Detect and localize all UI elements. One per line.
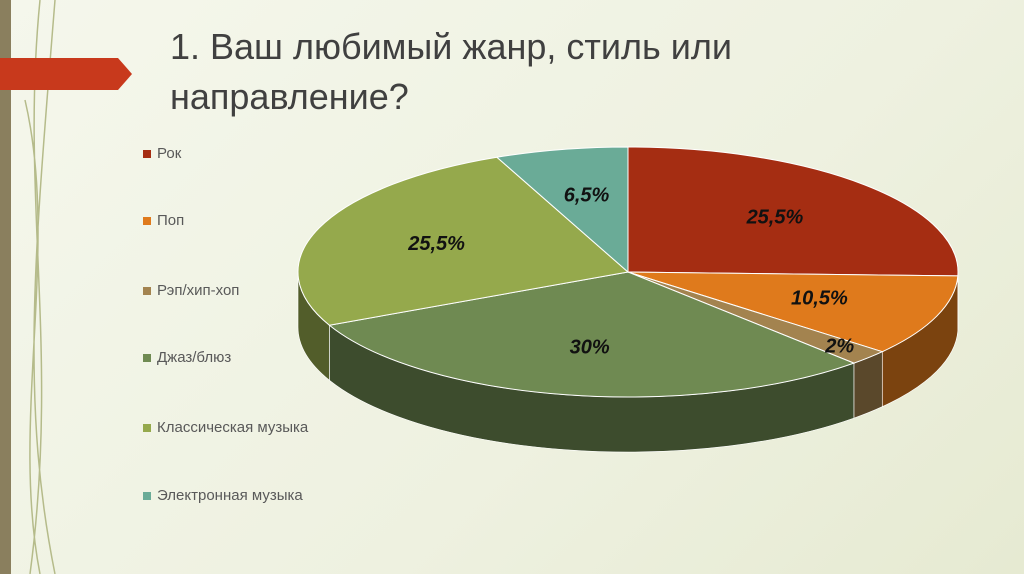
- side-stripe: [0, 0, 11, 574]
- legend-label: Поп: [157, 212, 185, 229]
- legend-item: Джаз/блюз: [140, 346, 310, 369]
- legend-swatch: [143, 217, 151, 225]
- legend-item: Классическая музыка: [140, 416, 310, 439]
- value-label: 25,5%: [746, 206, 804, 228]
- title-arrow: [0, 58, 132, 90]
- legend-swatch: [143, 492, 151, 500]
- legend-label: Рэп/хип-хоп: [157, 282, 240, 299]
- slice: [495, 146, 629, 274]
- legend-item: Рэп/хип-хоп: [140, 279, 310, 302]
- value-label: 10,5%: [791, 288, 848, 310]
- value-label: 6,5%: [564, 184, 610, 206]
- legend-label: Электронная музыка: [157, 487, 303, 504]
- legend-swatch: [143, 424, 151, 432]
- slice: [297, 156, 630, 326]
- legend-swatch: [143, 354, 151, 362]
- legend-swatch: [143, 150, 151, 158]
- slice: [627, 146, 959, 277]
- value-label: 30%: [570, 336, 610, 358]
- legend-item: Поп: [140, 209, 310, 232]
- legend-item: Рок: [140, 142, 310, 165]
- legend-label: Классическая музыка: [157, 419, 309, 436]
- value-label: 25,5%: [407, 233, 465, 255]
- legend-label: Рок: [157, 145, 182, 162]
- legend-label: Джаз/блюз: [157, 349, 232, 366]
- legend-item: Электронная музыка: [140, 484, 310, 507]
- slide-title: 1. Ваш любимый жанр, стиль или направлен…: [170, 26, 733, 117]
- pie: 25,5% 10,5% 2% 30% 25,5% 6,5%: [297, 146, 959, 453]
- value-label: 2%: [824, 336, 854, 358]
- legend-swatch: [143, 287, 151, 295]
- slice: [627, 271, 959, 353]
- slice: [328, 271, 856, 398]
